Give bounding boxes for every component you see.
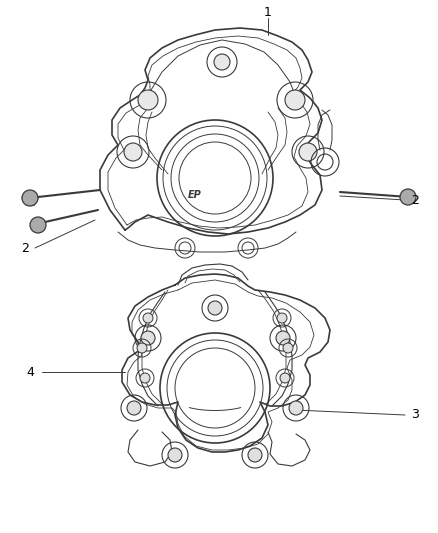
Circle shape (283, 343, 293, 353)
Text: 2: 2 (411, 193, 419, 206)
Circle shape (143, 313, 153, 323)
Circle shape (168, 448, 182, 462)
Circle shape (141, 331, 155, 345)
Text: EP: EP (188, 190, 202, 200)
Circle shape (208, 301, 222, 315)
Text: 4: 4 (26, 366, 34, 378)
Circle shape (289, 401, 303, 415)
Circle shape (299, 143, 317, 161)
Circle shape (248, 448, 262, 462)
Text: 2: 2 (21, 241, 29, 254)
Circle shape (400, 189, 416, 205)
Circle shape (124, 143, 142, 161)
Circle shape (138, 90, 158, 110)
Circle shape (137, 343, 147, 353)
Circle shape (285, 90, 305, 110)
Circle shape (214, 54, 230, 70)
Circle shape (140, 373, 150, 383)
Circle shape (30, 217, 46, 233)
Circle shape (22, 190, 38, 206)
Circle shape (127, 401, 141, 415)
Circle shape (277, 313, 287, 323)
Circle shape (280, 373, 290, 383)
Text: 1: 1 (264, 5, 272, 19)
Text: 3: 3 (411, 408, 419, 422)
Circle shape (276, 331, 290, 345)
